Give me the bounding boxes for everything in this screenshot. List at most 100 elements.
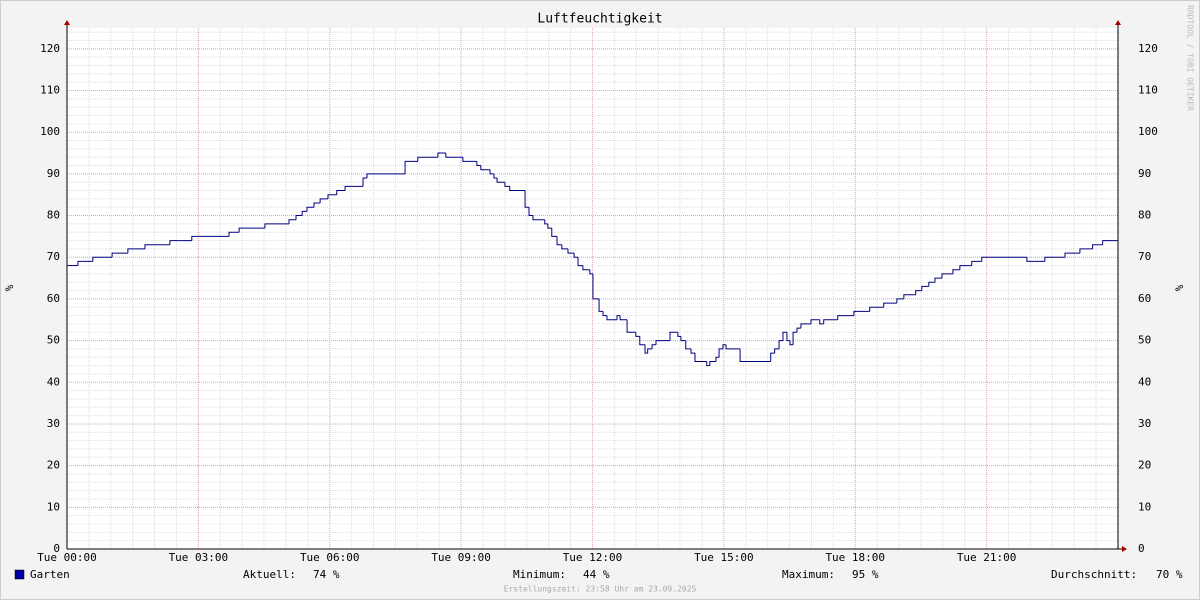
line-step (344, 185, 364, 191)
line-step (288, 219, 297, 224)
line-step (92, 256, 113, 262)
y2-tick-label: 0 (1138, 542, 1145, 555)
line-step (582, 265, 590, 271)
line-step (959, 265, 972, 270)
y2-tick-label: 20 (1138, 459, 1151, 472)
line-step (796, 327, 801, 333)
y-tick-label: 100 (40, 125, 60, 138)
x-tick-label: Tue 06:00 (300, 551, 360, 564)
line-step (313, 202, 321, 208)
stat-label: Aktuell: (243, 568, 296, 581)
x-tick-label: Tue 00:00 (37, 551, 97, 564)
stat-value: 44 % (583, 568, 610, 581)
stat-label: Minimum: (513, 568, 566, 581)
line-step (493, 173, 498, 179)
y-tick-label: 70 (47, 250, 60, 263)
line-step (404, 160, 418, 174)
y-axis-label: % (3, 284, 16, 291)
line-step (1079, 248, 1093, 254)
y-tick-label: 110 (40, 84, 60, 97)
line-step (489, 169, 494, 175)
line-step (561, 244, 568, 250)
y2-tick-label: 110 (1138, 84, 1158, 97)
line-step (509, 186, 526, 192)
line-step (981, 256, 1027, 262)
line-step (690, 348, 695, 354)
y-tick-label: 20 (47, 459, 60, 472)
line-step (853, 310, 870, 316)
x-tick-label: Tue 21:00 (957, 551, 1017, 564)
y2-tick-label: 120 (1138, 42, 1158, 55)
line-step (883, 302, 897, 308)
line-step (869, 306, 884, 312)
line-step (709, 360, 716, 366)
line-step (616, 315, 621, 320)
line-step (366, 173, 406, 179)
line-step (1044, 256, 1066, 262)
line-step (238, 227, 265, 233)
y2-tick-label: 60 (1138, 292, 1151, 305)
line-step (592, 273, 600, 300)
line-step (934, 277, 942, 283)
line-step (647, 348, 653, 354)
line-step (786, 332, 790, 342)
y-tick-label: 80 (47, 209, 60, 222)
line-step (725, 344, 741, 350)
line-step (551, 228, 558, 237)
line-step (1102, 240, 1118, 245)
line-step (800, 323, 812, 329)
line-step (626, 319, 636, 333)
line-step (532, 215, 545, 221)
line-step (504, 182, 510, 187)
y-tick-label: 0 (53, 542, 60, 555)
line-step (685, 340, 692, 350)
line-step (301, 210, 307, 216)
line-step (619, 315, 628, 321)
line-step (941, 273, 953, 279)
y2-axis-label: % (1173, 284, 1186, 291)
y2-tick-label: 80 (1138, 209, 1151, 222)
line-step (782, 331, 787, 341)
x-tick-label: Tue 15:00 (694, 551, 754, 564)
arrow (1115, 20, 1121, 25)
line-step (306, 206, 314, 212)
line-step (971, 260, 982, 266)
line-step (228, 231, 240, 237)
line-step (111, 252, 128, 258)
line-step (915, 290, 922, 295)
line-step (952, 269, 960, 274)
line-step (264, 223, 290, 229)
line-step (577, 257, 583, 267)
line-step (921, 285, 929, 291)
line-step (1092, 244, 1103, 249)
chart-title: Luftfeuchtigkeit (537, 12, 662, 27)
y-tick-label: 50 (47, 334, 60, 347)
line-step (1026, 257, 1045, 262)
line-step (680, 336, 686, 342)
stat-value: 95 % (852, 568, 879, 581)
y2-tick-label: 30 (1138, 417, 1151, 430)
line-step (327, 194, 337, 199)
line-step (715, 356, 720, 362)
y-tick-label: 120 (40, 42, 60, 55)
y-tick-label: 40 (47, 375, 60, 388)
x-tick-label: Tue 18:00 (825, 551, 885, 564)
line-step (789, 340, 794, 346)
line-step (476, 161, 481, 167)
line-step (417, 156, 438, 162)
y-tick-label: 10 (47, 500, 60, 513)
y-tick-label: 60 (47, 292, 60, 305)
side-label: RRDTOOL / TOBI OETIKER (1186, 5, 1195, 111)
line-step (639, 336, 646, 346)
line-step (127, 248, 145, 254)
line-step (810, 319, 820, 324)
line-step (706, 361, 710, 367)
line-step (556, 236, 562, 246)
line-step (928, 281, 935, 287)
y-tick-label: 90 (47, 167, 60, 180)
y2-tick-label: 50 (1138, 334, 1151, 347)
line-step (295, 215, 303, 220)
line-step (739, 348, 771, 362)
arrow (1122, 546, 1127, 552)
